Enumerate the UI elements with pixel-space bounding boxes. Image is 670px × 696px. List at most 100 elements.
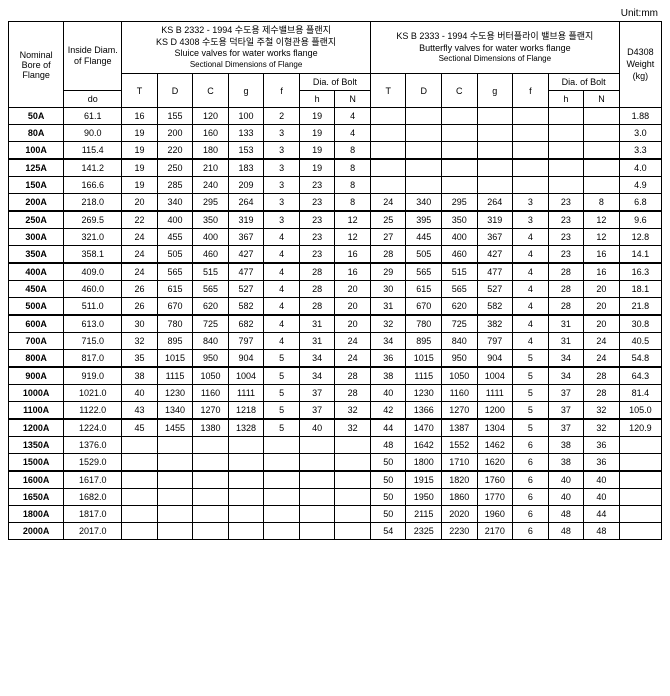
cell: 40 (548, 489, 584, 506)
cell: 1111 (477, 385, 513, 402)
cell (370, 142, 406, 160)
cell: 565 (442, 281, 478, 298)
cell: 40 (122, 385, 158, 402)
cell: 30 (370, 281, 406, 298)
cell (122, 437, 158, 454)
cell: 24 (122, 246, 158, 264)
hdr-g1: g (228, 74, 264, 108)
cell: 5 (264, 419, 300, 437)
cell: 4 (264, 229, 300, 246)
cell: 37 (548, 419, 584, 437)
cell: 5 (264, 367, 300, 385)
cell (370, 108, 406, 125)
cell: 715.0 (64, 333, 122, 350)
cell: 3.3 (619, 142, 661, 160)
cell: 4 (513, 315, 549, 333)
cell: 100 (228, 108, 264, 125)
cell (228, 471, 264, 489)
cell: 38 (548, 437, 584, 454)
cell (513, 125, 549, 142)
cell: 48 (548, 506, 584, 523)
cell: 19 (299, 159, 335, 177)
cell: 527 (228, 281, 264, 298)
cell: 367 (477, 229, 513, 246)
cell: 3 (264, 142, 300, 160)
cell: 100A (9, 142, 64, 160)
cell (406, 142, 442, 160)
cell: 400A (9, 263, 64, 281)
cell (619, 523, 661, 540)
cell: 19 (122, 159, 158, 177)
cell: 450A (9, 281, 64, 298)
cell: 1015 (406, 350, 442, 368)
hdr-T1: T (122, 74, 158, 108)
cell: 28 (299, 281, 335, 298)
cell: 455 (157, 229, 193, 246)
cell (513, 142, 549, 160)
cell: 180 (193, 142, 229, 160)
cell: 24 (335, 333, 371, 350)
table-row: 125A141.21925021018331984.0 (9, 159, 662, 177)
cell: 1470 (406, 419, 442, 437)
cell (193, 523, 229, 540)
cell: 250 (157, 159, 193, 177)
table-row: 150A166.61928524020932384.9 (9, 177, 662, 194)
cell: 2325 (406, 523, 442, 540)
cell: 460 (442, 246, 478, 264)
cell: 28 (299, 263, 335, 281)
cell (122, 454, 158, 472)
cell: 2170 (477, 523, 513, 540)
cell (228, 437, 264, 454)
table-row: 500A511.02667062058242820316706205824282… (9, 298, 662, 316)
hdr-h2: h (548, 91, 584, 108)
cell: 4.0 (619, 159, 661, 177)
cell (264, 489, 300, 506)
cell: 38 (122, 367, 158, 385)
cell: 34 (548, 367, 584, 385)
cell (335, 471, 371, 489)
cell: 90.0 (64, 125, 122, 142)
cell: 319 (228, 211, 264, 229)
cell (370, 125, 406, 142)
table-row: 1350A1376.04816421552146263836 (9, 437, 662, 454)
cell (442, 159, 478, 177)
hdr-h1: h (299, 91, 335, 108)
cell: 582 (477, 298, 513, 316)
cell: 23 (548, 211, 584, 229)
cell (299, 454, 335, 472)
cell: 36 (584, 437, 620, 454)
cell: 4 (513, 263, 549, 281)
cell: 1230 (157, 385, 193, 402)
hdr-T2: T (370, 74, 406, 108)
cell: 780 (406, 315, 442, 333)
cell: 20 (584, 315, 620, 333)
cell: 1304 (477, 419, 513, 437)
cell: 23 (299, 229, 335, 246)
cell: 12.8 (619, 229, 661, 246)
hdr-C1: C (193, 74, 229, 108)
cell: 37 (548, 385, 584, 402)
cell: 19 (299, 108, 335, 125)
cell: 1050 (442, 367, 478, 385)
cell: 358.1 (64, 246, 122, 264)
cell: 27 (370, 229, 406, 246)
cell: 29 (370, 263, 406, 281)
cell: 797 (228, 333, 264, 350)
cell: 2017.0 (64, 523, 122, 540)
cell: 620 (193, 298, 229, 316)
cell: 25 (370, 211, 406, 229)
cell: 1376.0 (64, 437, 122, 454)
cell: 400 (193, 229, 229, 246)
cell: 8 (584, 194, 620, 212)
hdr-group2: KS B 2333 - 1994 수도용 버터플라이 밸브용 플랜지 Butte… (370, 22, 619, 74)
cell: 37 (299, 402, 335, 420)
cell: 45 (122, 419, 158, 437)
cell: 1960 (477, 506, 513, 523)
cell: 725 (442, 315, 478, 333)
cell: 565 (406, 263, 442, 281)
cell: 24 (370, 194, 406, 212)
cell: 1015 (157, 350, 193, 368)
hdr-group1: KS B 2332 - 1994 수도용 제수밸브용 플랜지 KS D 4308… (122, 22, 371, 74)
cell: 1160 (442, 385, 478, 402)
cell: 1455 (157, 419, 193, 437)
